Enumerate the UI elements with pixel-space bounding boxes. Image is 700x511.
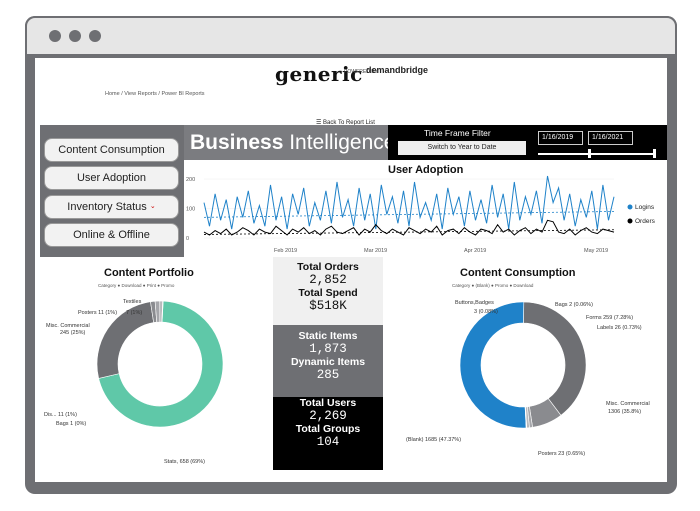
y-tick-label: 100 — [186, 207, 195, 213]
start-date-input[interactable]: 1/16/2019 — [538, 131, 583, 145]
legend-dot-icon — [627, 204, 633, 210]
dynamic-items-value: 285 — [316, 368, 340, 382]
series-line-logins — [203, 175, 615, 230]
pie-label: Stats, 658 (69%) — [164, 459, 205, 465]
powered-brand: demandbridge — [366, 65, 429, 75]
breadcrumb[interactable]: Home / View Reports / Power BI Reports — [105, 91, 205, 97]
pie-label: Buttons,Badges — [455, 300, 494, 306]
series-line-orders — [203, 219, 615, 236]
dashboard: Content Consumption User Adoption Invent… — [40, 125, 667, 482]
switch-year-to-date-button[interactable]: Switch to Year to Date — [398, 141, 526, 155]
date-range-slider[interactable] — [538, 153, 656, 155]
legend-dot-icon — [627, 218, 633, 224]
pie-label: 245 (25%) — [60, 330, 86, 336]
total-spend-value: $518K — [309, 299, 347, 313]
powered-by-label: POWERED BY — [344, 69, 378, 75]
pie-label: Dis... 11 (1%) — [44, 412, 77, 418]
window-dot-icon — [49, 30, 61, 42]
time-filter-label: Time Frame Filter — [424, 128, 491, 138]
window-dot-icon — [89, 30, 101, 42]
pie-label: 1306 (35.8%) — [608, 409, 642, 415]
total-users-label: Total Users — [299, 397, 357, 409]
pie-label: (Blank) 1685 (47.37%) — [406, 437, 462, 443]
nav-content-consumption-button[interactable]: Content Consumption — [44, 138, 179, 162]
static-items-label: Static Items — [298, 330, 358, 342]
x-tick-label: May 2019 — [584, 248, 608, 254]
total-spend-label: Total Spend — [298, 287, 358, 299]
donut-slice — [459, 301, 527, 429]
nav-user-adoption-button[interactable]: User Adoption — [44, 166, 179, 190]
user-adoption-chart: 0 100 200 Feb 2019 Mar 2019 Apr 2019 May 2019 L… — [186, 175, 656, 254]
pie-label: Posters 23 (0.65%) — [538, 451, 586, 457]
nav-inventory-status-button[interactable]: Inventory Status ⌄ — [44, 195, 179, 219]
pie-label: Misc. Commercial — [46, 323, 90, 329]
pie-label: Misc. Commercial — [606, 401, 650, 407]
time-frame-filter: Time Frame Filter Switch to Year to Date… — [388, 125, 667, 160]
window-titlebar — [25, 16, 677, 54]
nav-online-offline-button[interactable]: Online & Offline — [44, 223, 179, 247]
pie-label: Forms 259 (7.28%) — [586, 315, 634, 321]
trend-line — [203, 229, 615, 235]
total-groups-label: Total Groups — [295, 423, 361, 435]
kpi-items-panel: Static Items 1,873 Dynamic Items 285 — [273, 325, 383, 397]
content-consumption-title: Content Consumption — [460, 267, 576, 279]
legend-label: Orders — [635, 218, 656, 225]
user-adoption-title: User Adoption — [388, 164, 464, 176]
pie-label: Textiles — [123, 299, 142, 305]
chevron-down-icon: ⌄ — [149, 203, 156, 211]
brand-logo[interactable]: generic — [275, 62, 363, 86]
banner-title: Business Intelligence — [184, 125, 395, 160]
donut-slice — [523, 301, 587, 416]
pie-label: Bags 1 (0%) — [56, 421, 87, 427]
dynamic-items-label: Dynamic Items — [290, 356, 366, 368]
nav-inventory-status-label: Inventory Status — [67, 201, 147, 213]
y-tick-label: 200 — [186, 177, 195, 183]
window-dot-icon — [69, 30, 81, 42]
pie-label: Labels 26 (0.73%) — [597, 325, 642, 331]
browser-viewport: generic POWERED BY demandbridge Home / V… — [35, 58, 667, 482]
donut-slice — [524, 406, 527, 429]
pie-label: Posters 11 (1%) — [78, 310, 118, 316]
trend-line — [203, 211, 615, 218]
legend-label: Logins — [635, 204, 655, 211]
slider-start-handle[interactable] — [588, 149, 591, 158]
donut-slice — [98, 300, 224, 428]
static-items-value: 1,873 — [309, 342, 347, 356]
content-consumption-donut — [459, 301, 587, 429]
total-orders-value: 2,852 — [309, 273, 347, 287]
content-portfolio-legend: Category ● Download ● Print ● Promo — [98, 283, 175, 288]
banner-light: Intelligence — [283, 131, 396, 154]
pie-label: 7 (1%) — [126, 310, 143, 316]
content-portfolio-donut — [96, 300, 224, 428]
x-tick-label: Apr 2019 — [464, 248, 486, 254]
pie-label: Bags 2 (0.06%) — [555, 302, 593, 308]
kpi-users-panel: Total Users 2,269 Total Groups 104 — [273, 397, 383, 470]
back-to-report-list-link[interactable]: ☰ Back To Report List — [316, 120, 375, 126]
total-orders-label: Total Orders — [297, 261, 359, 273]
content-portfolio-title: Content Portfolio — [104, 267, 194, 279]
content-consumption-legend: Category ● (Blank) ● Promo ● Download — [452, 283, 534, 288]
kpi-orders-spend-panel: Total Orders 2,852 Total Spend $518K — [273, 257, 383, 325]
x-tick-label: Mar 2019 — [364, 248, 387, 254]
pie-label: 3 (0.08%) — [474, 309, 498, 315]
donut-slice — [161, 300, 164, 323]
end-date-input[interactable]: 1/16/2021 — [588, 131, 633, 145]
slider-end-handle[interactable] — [653, 149, 656, 158]
x-tick-label: Feb 2019 — [274, 248, 297, 254]
y-tick-label: 0 — [186, 236, 189, 242]
nav-panel: Content Consumption User Adoption Invent… — [40, 125, 184, 257]
total-users-value: 2,269 — [309, 409, 347, 423]
banner-bold: Business — [190, 131, 284, 154]
total-groups-value: 104 — [316, 435, 340, 449]
